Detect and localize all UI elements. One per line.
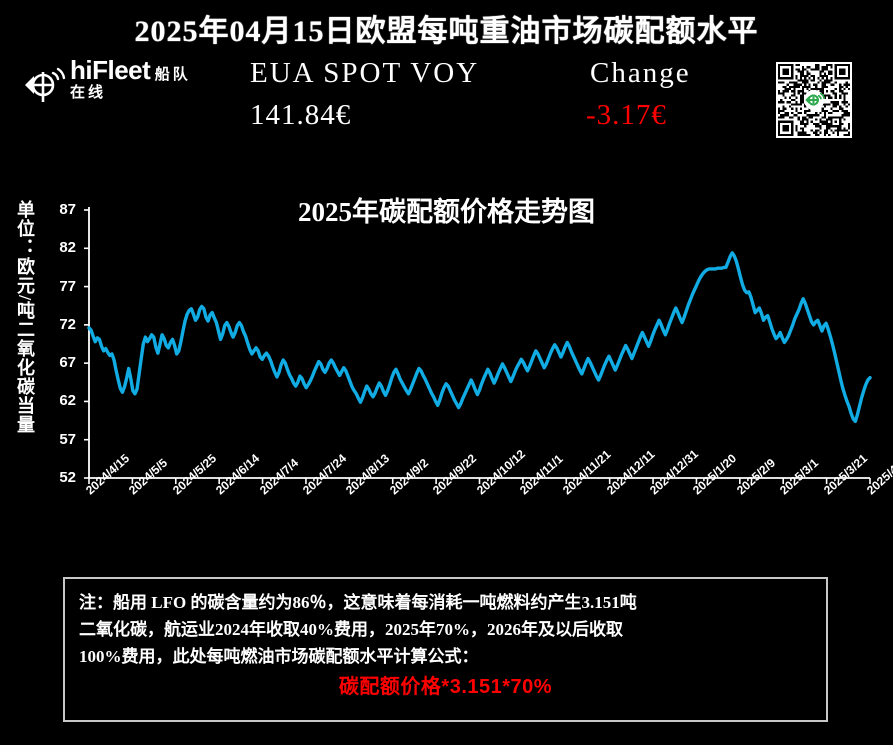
qr-code-icon[interactable] [776,62,852,138]
y-tick-label: 57 [59,430,76,448]
chart-title: 2025年碳配额价格走势图 [298,197,595,227]
y-tick-label: 82 [59,239,76,257]
chart-axes [84,207,871,484]
note-line-2: 二氧化碳，航运业2024年收取40%费用，2025年70%，2026年及以后收取 [79,620,623,639]
note-line-3: 100%费用，此处每吨燃油市场碳配额水平计算公式： [79,647,479,666]
eua-spot-label: EUA SPOT VOY [250,57,480,89]
logo-subtitle: 船队在线 [70,66,191,101]
price-line [87,251,872,424]
y-tick-label: 62 [59,392,76,410]
price-chart [0,195,893,565]
logo-text-block: hiFleet 船队在线 [70,57,202,102]
hifleet-compass-signal-icon [22,61,68,107]
note-line-1: 注：船用 LFO 的碳含量约为86％，这意味着每消耗一吨燃料约产生3.151吨 [79,593,637,612]
y-tick-label: 52 [59,469,76,486]
eua-spot-value: 141.84€ [250,99,352,131]
logo-name: hiFleet [70,55,151,85]
change-value: -3.17€ [586,99,667,131]
hifleet-logo: hiFleet 船队在线 [22,57,202,119]
change-label: Change [590,57,691,89]
page-title: 2025年04月15日欧盟每吨重油市场碳配额水平 [134,15,759,48]
note-formula: 碳配额价格*3.151*70% [338,676,553,698]
y-axis-label: 单位：欧元/吨二氧化碳当量 [15,200,35,435]
y-tick-label: 72 [59,315,76,333]
y-tick-label: 67 [59,354,76,372]
footnote-box: 注：船用 LFO 的碳含量约为86％，这意味着每消耗一吨燃料约产生3.151吨 … [63,577,828,722]
y-tick-label: 87 [59,201,76,218]
y-tick-label: 77 [59,277,76,295]
